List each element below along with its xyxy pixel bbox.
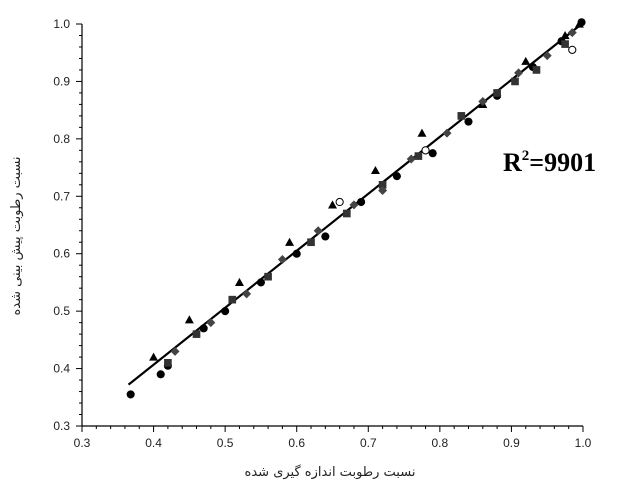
square-point [342,209,351,218]
circle-point [126,390,135,399]
x-tick-label: 0.8 [432,436,449,450]
diamond-point [406,154,416,164]
circle-point [156,370,165,379]
data-points [126,18,586,399]
diamond-point [442,128,452,138]
square-point [378,180,387,189]
diamond-point [206,318,216,328]
diamond-point [542,51,552,61]
circle-point [357,197,366,207]
square-point [414,152,423,160]
triangle-point [184,315,194,324]
open-circle-point [568,45,577,54]
x-tick-label: 0.3 [74,436,91,450]
diamond-point [242,289,252,299]
y-tick-label: 0.9 [53,74,70,88]
circle-point [199,324,208,333]
triangle-point [234,277,244,287]
square-point [532,66,541,74]
r-squared-base: R [503,148,522,177]
y-tick-label: 0.8 [53,132,70,146]
circle-point [392,172,401,181]
r-squared-value: =9901 [529,148,596,177]
square-point [307,238,315,247]
y-axis-title: نسبت رطوبت پیش بینی شده [9,156,24,315]
x-tick-label: 0.5 [217,436,234,450]
circle-point [577,18,586,27]
y-tick-label: 0.5 [53,304,70,318]
y-tick-label: 0.3 [53,419,70,433]
open-circle-point [335,197,344,207]
x-tick-label: 0.7 [360,436,377,450]
x-tick-label: 1.0 [575,436,592,450]
triangle-point [417,128,427,137]
circle-point [428,149,437,158]
y-tick-label: 0.4 [53,362,70,376]
diamond-point [313,226,323,236]
square-point [561,40,569,48]
axes [81,24,583,427]
x-tick-label: 0.4 [145,436,162,450]
circle-point [321,232,330,241]
diamond-point [567,28,577,38]
square-point [264,272,272,281]
triangle-point [328,200,337,209]
triangle-point [560,30,570,40]
square-point [228,295,237,304]
diamond-point [170,346,180,356]
circle-point [221,307,230,316]
diamond-point [349,200,359,210]
y-tick-label: 0.6 [53,247,70,261]
open-circle-point [421,146,430,155]
circle-point [292,249,301,258]
diamond-point [277,254,287,264]
r-squared-sup: 2 [522,148,530,164]
y-tick-label: 1.0 [53,17,70,31]
square-point [164,359,172,367]
triangle-point [521,56,531,65]
square-point [192,330,201,338]
y-tick-label: 0.7 [53,189,70,203]
diamond-point [478,97,488,107]
circle-point [464,117,473,126]
triangle-point [285,237,295,246]
triangle-point [149,352,159,361]
circle-point [256,278,265,287]
x-tick-label: 0.9 [503,436,520,450]
diamond-point [378,186,388,196]
x-tick-label: 0.6 [288,436,305,450]
x-axis-ticks: 0.3 0.4 0.5 0.6 0.7 0.8 0.9 1.0 [74,426,592,450]
x-axis-title: نسبت رطوبت اندازه گیری شده [245,464,416,480]
r-squared-annotation: R2=9901 [503,148,596,177]
y-axis-ticks: 0.3 0.4 0.5 0.6 0.7 0.8 0.9 1.0 [53,17,82,433]
square-point [457,112,466,120]
square-point [511,77,519,86]
square-point [493,89,501,97]
triangle-point [370,165,380,175]
diamond-point [514,68,524,78]
